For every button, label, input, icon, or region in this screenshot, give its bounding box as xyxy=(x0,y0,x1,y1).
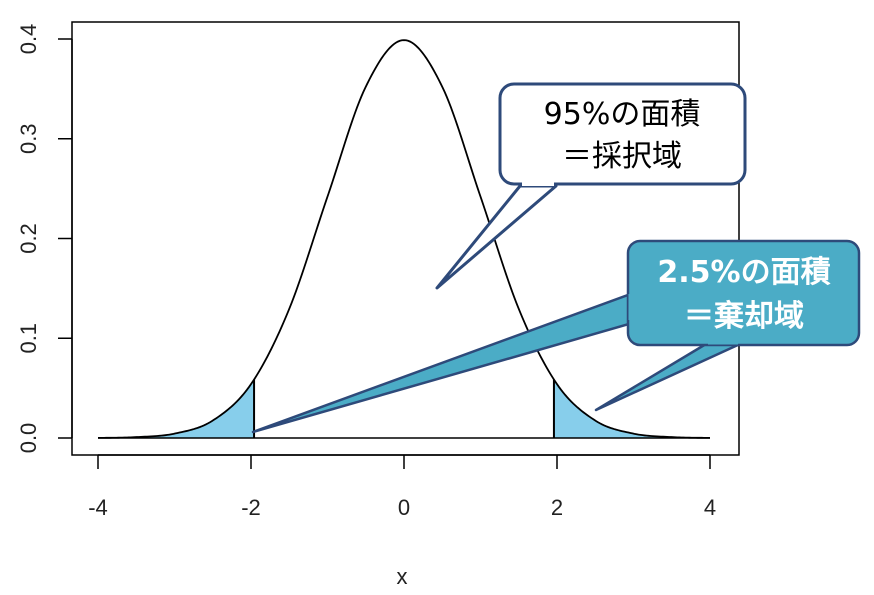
rejection-region-left xyxy=(98,379,255,438)
y-tick-label: 0.3 xyxy=(16,123,41,154)
callout-rejection-line2: ＝棄却域 xyxy=(684,299,804,334)
x-tick-label: 2 xyxy=(551,495,563,520)
callout-rejection-box xyxy=(626,239,861,347)
rejection-region-right xyxy=(553,379,710,438)
callout-acceptance: 95%の面積 ＝採択域 xyxy=(435,82,747,290)
callout-rejection-line1: 2.5%の面積 xyxy=(657,255,830,290)
x-axis: -4 -2 0 2 4 xyxy=(88,454,716,520)
callout-acceptance-line2: ＝採択域 xyxy=(562,139,682,174)
y-tick-label: 0.4 xyxy=(16,24,41,55)
y-tick-label: 0.1 xyxy=(16,323,41,354)
density-curve xyxy=(97,39,711,439)
x-tick-label: 4 xyxy=(704,495,716,520)
x-tick-label: -2 xyxy=(241,495,261,520)
callout-rejection: 2.5%の面積 ＝棄却域 xyxy=(251,239,861,434)
callout-acceptance-box xyxy=(498,82,747,186)
x-tick-label: 0 xyxy=(398,495,410,520)
callout-rejection-pointer-right xyxy=(594,342,742,412)
callout-acceptance-pointer xyxy=(435,184,558,290)
y-axis: 0.0 0.1 0.2 0.3 0.4 xyxy=(16,24,73,454)
callout-acceptance-line1: 95%の面積 xyxy=(544,97,701,132)
y-tick-label: 0.0 xyxy=(16,423,41,454)
x-tick-label: -4 xyxy=(88,495,108,520)
y-tick-label: 0.2 xyxy=(16,223,41,254)
x-axis-label: x xyxy=(397,564,408,589)
